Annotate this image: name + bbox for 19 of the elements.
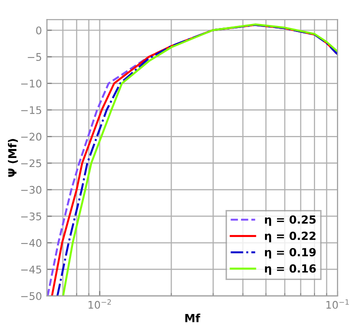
y-tick-label: −50 <box>21 292 42 300</box>
y-tick-label: −45 <box>21 266 42 274</box>
y-tick-label: −40 <box>21 239 42 247</box>
y-axis-title: Ψ (Mf) <box>8 139 18 177</box>
legend-label: η = 0.19 <box>264 248 316 259</box>
x-axis-title: Mf <box>185 314 200 322</box>
legend-label: η = 0.16 <box>264 264 316 275</box>
y-tick-label: −20 <box>21 132 42 141</box>
legend-label: η = 0.22 <box>264 232 316 242</box>
y-tick-label: −35 <box>21 212 42 220</box>
legend-label: η = 0.25 <box>264 215 316 226</box>
y-tick-label: −15 <box>21 106 42 114</box>
y-tick-label: −30 <box>21 186 42 194</box>
y-tick-label: −5 <box>28 53 42 61</box>
x-tick-label: 10$^{−1}$ <box>326 299 349 309</box>
y-tick-label: −10 <box>21 80 42 88</box>
y-tick-label: −25 <box>21 159 42 168</box>
x-tick-label: 10$^{−2}$ <box>88 299 111 309</box>
y-tick-label: 0 <box>36 26 42 34</box>
